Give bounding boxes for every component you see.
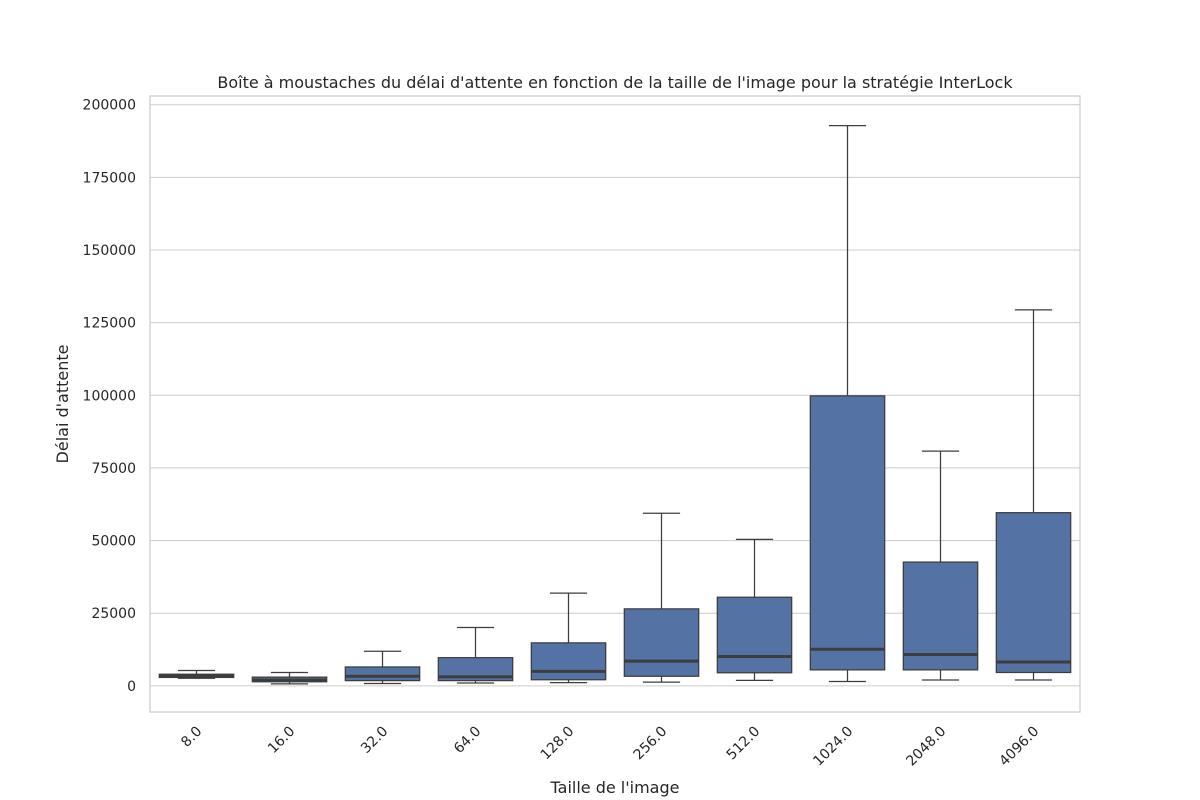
plot-frame [149,95,1081,713]
x-tick-label: 8.0 [178,724,205,751]
iqr-box [623,608,700,677]
y-tick-label: 75000 [91,461,136,477]
x-tick-label: 64.0 [451,724,484,757]
box-8.0 [158,669,235,679]
box-4096.0 [995,309,1072,681]
y-axis-label: Délai d'attente [53,345,72,464]
box-16.0 [251,671,328,685]
x-tick-label: 1024.0 [810,724,856,770]
y-tick-label: 150000 [83,243,136,259]
box-256.0 [623,512,700,683]
x-tick-label: 512.0 [724,724,764,764]
iqr-box [344,666,421,682]
y-tick-label: 25000 [91,606,136,622]
iqr-box [530,642,607,681]
y-tick-label: 200000 [83,98,136,114]
iqr-box [995,512,1072,674]
x-axis-label: Taille de l'image [550,778,680,797]
x-tick-label: 16.0 [265,724,298,757]
y-tick-label: 175000 [83,170,136,186]
x-tick-label: 32.0 [358,724,391,757]
boxes [158,125,1072,685]
box-32.0 [344,650,421,685]
iqr-box [716,596,793,674]
gridlines [150,104,1080,687]
y-tick-labels: 0 25000 50000 75000 100000 125000 150000 175000… [83,98,136,695]
x-tick-label: 256.0 [631,724,671,764]
box-512.0 [716,538,793,681]
box-1024.0 [809,125,886,683]
iqr-box [809,395,886,671]
x-tick-label: 128.0 [538,724,578,764]
box-128.0 [530,592,607,684]
y-tick-label: 100000 [83,388,136,404]
iqr-box [902,561,979,671]
iqr-box [437,657,514,682]
x-tick-label: 2048.0 [903,724,949,770]
y-tick-label: 50000 [91,534,136,550]
box-64.0 [437,626,514,684]
x-tick-labels: 8.0 16.0 32.0 64.0 128.0 256.0 512.0 1024.0 2048… [178,724,1042,770]
y-tick-label: 0 [127,679,136,695]
x-tick-label: 4096.0 [996,724,1042,770]
box-2048.0 [902,450,979,681]
chart-title: Boîte à moustaches du délai d'attente en… [217,73,1013,92]
y-tick-label: 125000 [83,316,136,332]
